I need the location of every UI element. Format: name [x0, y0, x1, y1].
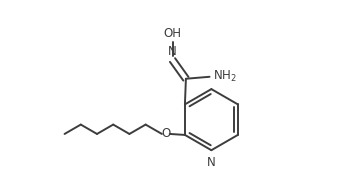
- Text: N: N: [168, 45, 177, 58]
- Text: NH$_2$: NH$_2$: [213, 69, 236, 84]
- Text: OH: OH: [164, 27, 182, 40]
- Text: O: O: [162, 127, 171, 140]
- Text: N: N: [207, 156, 216, 169]
